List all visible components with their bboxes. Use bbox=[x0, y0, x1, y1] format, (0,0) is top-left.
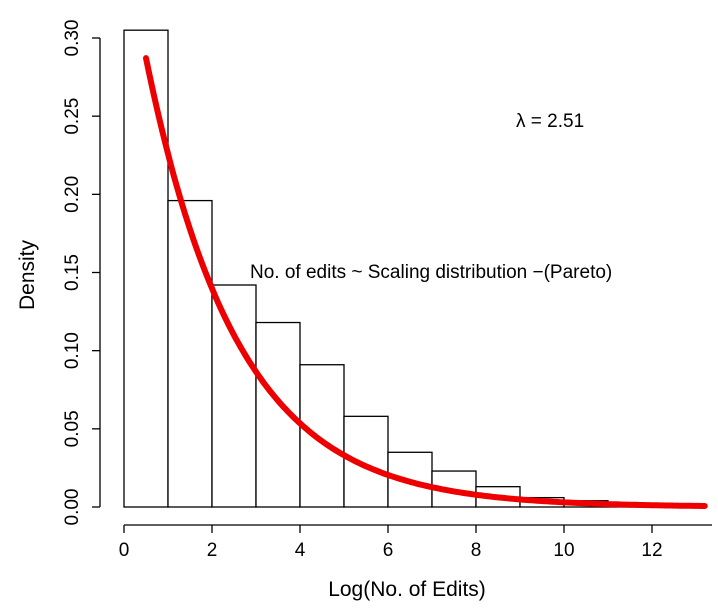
lambda-annotation: λ = 2.51 bbox=[516, 111, 584, 132]
y-tick-label: 0.00 bbox=[62, 489, 83, 526]
x-tick-label: 10 bbox=[553, 540, 574, 561]
histogram-bar bbox=[343, 415, 389, 508]
y-tick-label: 0.25 bbox=[62, 98, 83, 135]
x-tick-label: 0 bbox=[119, 540, 130, 561]
x-tick-label: 2 bbox=[207, 540, 218, 561]
y-tick-label: 0.20 bbox=[62, 176, 83, 213]
y-tick-label: 0.30 bbox=[62, 20, 83, 57]
x-tick-label: 12 bbox=[641, 540, 662, 561]
fit-annotation: No. of edits ~ Scaling distribution −(Pa… bbox=[250, 262, 612, 283]
y-axis-title: Density bbox=[16, 239, 39, 310]
x-tick-label: 4 bbox=[295, 540, 306, 561]
y-tick-label: 0.15 bbox=[62, 254, 83, 291]
histogram-bar bbox=[299, 364, 345, 508]
x-tick-label: 8 bbox=[471, 540, 482, 561]
fitted-density-curve bbox=[143, 55, 708, 509]
histogram-bar bbox=[167, 199, 213, 508]
x-tick-label: 6 bbox=[383, 540, 394, 561]
histogram-bar bbox=[211, 284, 257, 508]
x-axis: 0 2 4 6 8 10 12 bbox=[119, 524, 712, 561]
y-tick-label: 0.05 bbox=[62, 410, 83, 447]
x-axis-title: Log(No. of Edits) bbox=[328, 578, 486, 601]
y-tick-label: 0.10 bbox=[62, 332, 83, 369]
histogram-bar bbox=[123, 29, 169, 508]
y-axis: 0.00 0.05 0.10 0.15 0.20 0.25 0.30 bbox=[62, 20, 101, 526]
